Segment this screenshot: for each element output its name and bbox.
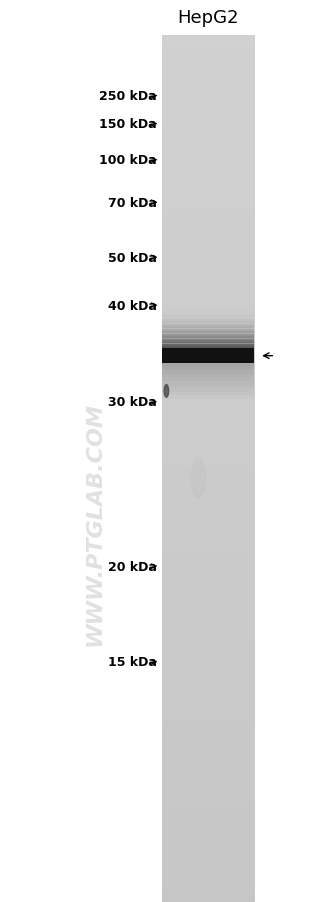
- Text: 150 kDa: 150 kDa: [99, 118, 157, 131]
- Bar: [162, 392, 254, 396]
- Bar: [162, 396, 254, 400]
- Bar: [162, 385, 254, 389]
- Bar: [162, 318, 254, 320]
- Bar: [162, 328, 254, 330]
- Bar: [162, 306, 254, 308]
- Bar: [162, 307, 254, 309]
- Bar: [162, 374, 254, 378]
- Bar: [162, 325, 254, 327]
- Bar: [162, 345, 254, 347]
- Bar: [162, 308, 254, 310]
- Bar: [162, 326, 254, 327]
- Text: HepG2: HepG2: [177, 9, 239, 27]
- Bar: [162, 346, 254, 349]
- Circle shape: [191, 458, 205, 498]
- Bar: [162, 382, 254, 385]
- Bar: [162, 342, 254, 344]
- Bar: [162, 330, 254, 333]
- Bar: [162, 367, 254, 371]
- Bar: [162, 320, 254, 323]
- Bar: [162, 312, 254, 314]
- Bar: [162, 349, 254, 351]
- Bar: [162, 371, 254, 374]
- Text: 40 kDa: 40 kDa: [108, 299, 157, 312]
- Bar: [162, 364, 254, 367]
- Bar: [162, 327, 254, 329]
- Bar: [162, 336, 254, 337]
- Bar: [162, 315, 254, 317]
- Bar: [162, 343, 254, 345]
- Bar: [162, 335, 254, 336]
- Bar: [162, 348, 254, 350]
- Bar: [162, 338, 254, 340]
- Bar: [162, 378, 254, 382]
- Bar: [162, 345, 254, 346]
- Bar: [162, 349, 254, 364]
- Bar: [162, 340, 254, 343]
- Bar: [162, 332, 254, 334]
- Bar: [162, 305, 254, 307]
- Text: 250 kDa: 250 kDa: [99, 90, 157, 103]
- Bar: [162, 333, 254, 336]
- Bar: [162, 336, 254, 339]
- Bar: [162, 350, 254, 353]
- Bar: [162, 36, 254, 902]
- Bar: [162, 389, 254, 392]
- Circle shape: [164, 385, 169, 398]
- Bar: [162, 309, 254, 311]
- Bar: [162, 352, 254, 354]
- Bar: [162, 329, 254, 331]
- Bar: [162, 317, 254, 319]
- Bar: [162, 323, 254, 326]
- Text: 15 kDa: 15 kDa: [108, 656, 157, 668]
- Text: 100 kDa: 100 kDa: [99, 154, 157, 167]
- Bar: [162, 339, 254, 341]
- Bar: [162, 313, 254, 316]
- Bar: [162, 310, 254, 313]
- Text: 30 kDa: 30 kDa: [108, 396, 157, 409]
- Text: WWW.PTGLAB.COM: WWW.PTGLAB.COM: [84, 401, 104, 645]
- Bar: [162, 319, 254, 322]
- Bar: [162, 316, 254, 318]
- Text: 50 kDa: 50 kDa: [108, 252, 157, 264]
- Bar: [162, 322, 254, 324]
- Text: 70 kDa: 70 kDa: [108, 197, 157, 209]
- Bar: [162, 353, 254, 355]
- Text: 20 kDa: 20 kDa: [108, 560, 157, 573]
